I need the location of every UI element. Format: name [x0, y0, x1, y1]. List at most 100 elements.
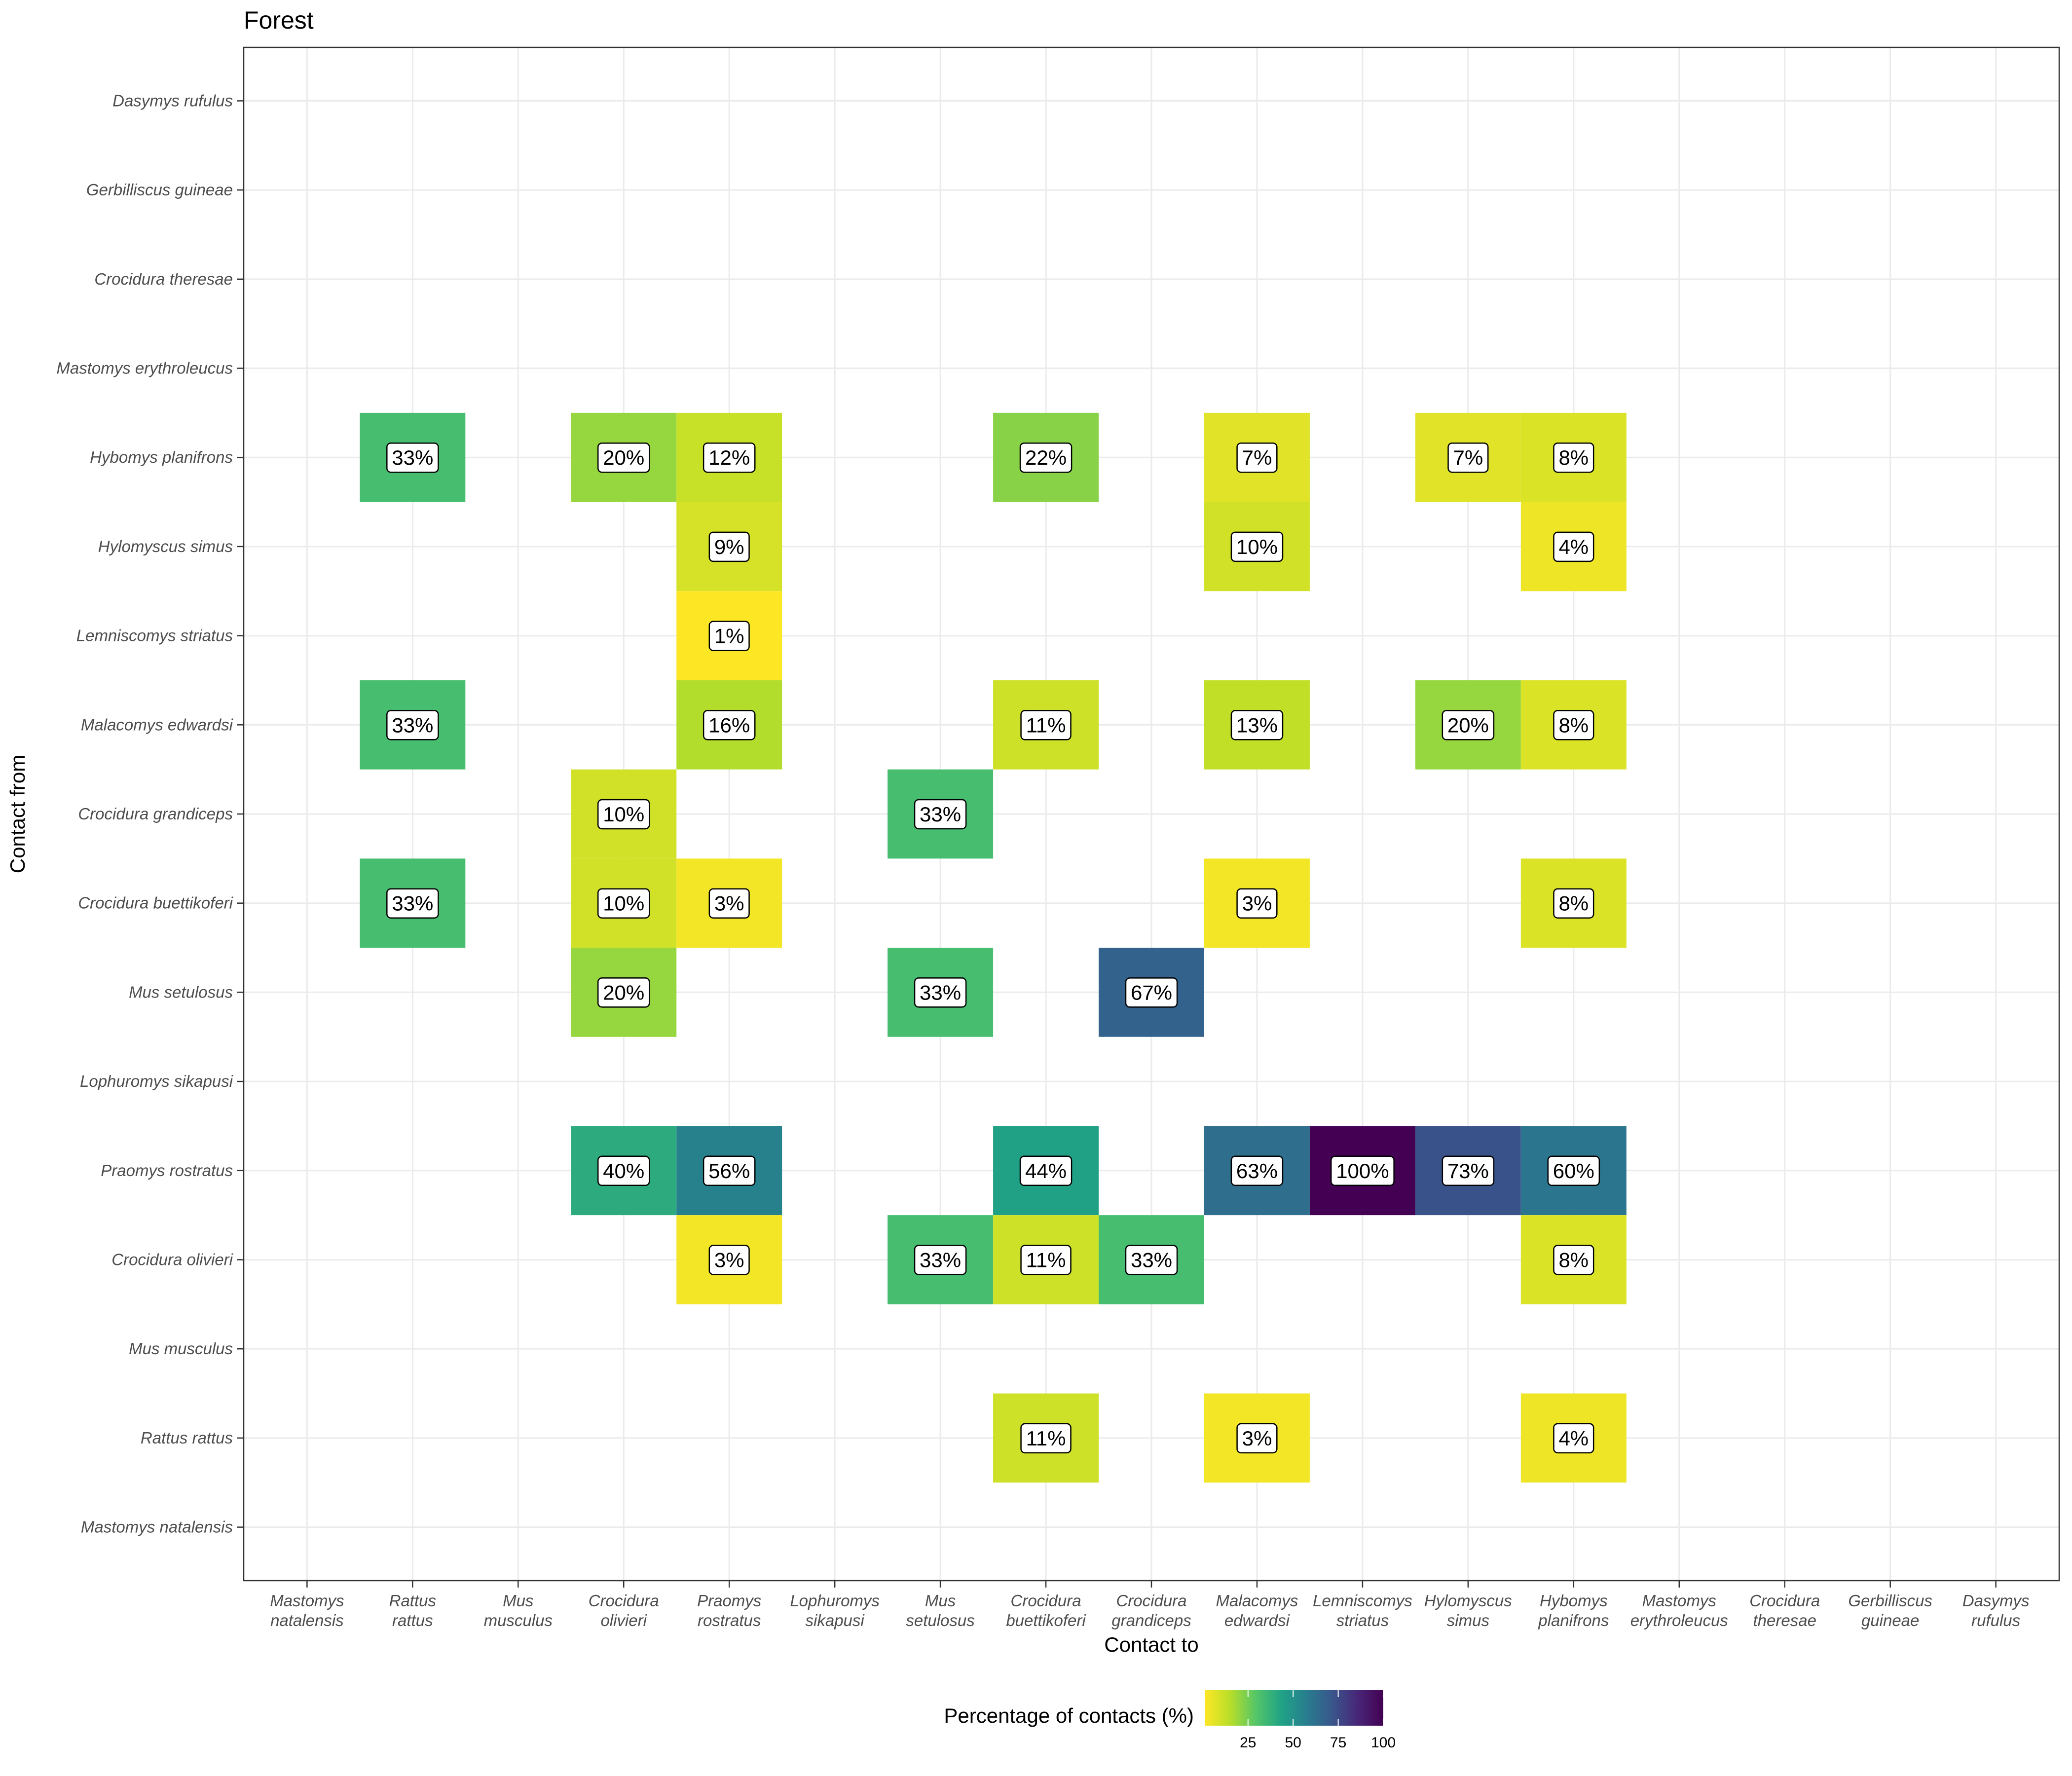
cell-label: 20% [597, 977, 650, 1008]
cell-label: 1% [708, 621, 750, 651]
cell-label-text: 20% [603, 981, 644, 1004]
cell-label-text: 16% [708, 713, 750, 737]
cell-label: 8% [1553, 710, 1594, 740]
x-tick-label: Crocidura grandiceps [1111, 1591, 1191, 1629]
cell-label-text: 40% [603, 1159, 644, 1183]
y-tick-label: Crocidura olivieri [111, 1250, 233, 1268]
x-axis-title: Contact to [1104, 1633, 1198, 1656]
y-tick-label: Dasymys rufulus [112, 91, 233, 110]
cell-label-text: 22% [1025, 446, 1067, 469]
cell-label: 67% [1125, 977, 1178, 1008]
y-axis-ticks: Dasymys rufulus Gerbilliscus guineae Croci… [56, 91, 244, 1536]
cell-label-box [1020, 1245, 1072, 1275]
cell-label: 10% [597, 888, 650, 919]
cell-label: 63% [1230, 1155, 1284, 1186]
cell-label: 33% [386, 442, 439, 473]
x-tick-label: Praomys rostratus [697, 1591, 761, 1629]
cell-label: 33% [1125, 1245, 1178, 1275]
cell-label-box [1447, 442, 1489, 473]
cell-label-box [597, 1155, 650, 1186]
cell-label-text: 3% [714, 1248, 744, 1271]
cell-label-text: 33% [392, 713, 433, 737]
cell-label: 7% [1447, 442, 1489, 473]
cell-label-text: 33% [920, 981, 961, 1004]
legend-colorbar [1205, 1690, 1383, 1726]
cell-label-text: 11% [1026, 1248, 1066, 1271]
cell-label: 33% [386, 710, 439, 740]
legend-ticks: 25 50 75 100 [1240, 1690, 1396, 1751]
cell-label-box [386, 888, 439, 919]
cell-label-box [1236, 442, 1278, 473]
cell-label-text: 3% [714, 892, 744, 915]
cell-label: 100% [1330, 1155, 1395, 1186]
cell-label-box [703, 1155, 756, 1186]
cell-label-box [1230, 1155, 1284, 1186]
y-tick-label: Mus musculus [129, 1339, 233, 1358]
cell-label: 33% [386, 888, 439, 919]
cell-label: 10% [1230, 531, 1284, 562]
cell-label-box [1442, 710, 1495, 740]
x-axis-ticks: Mastomys natalensis Rattus rattus Mus musculu… [270, 1581, 2029, 1629]
cell-label-box [1442, 1155, 1495, 1186]
x-tick-label: Crocidura buettikoferi [1006, 1591, 1086, 1629]
cell-label: 16% [703, 710, 756, 740]
cell-label-box [1553, 442, 1594, 473]
cell-label-text: 63% [1236, 1159, 1278, 1183]
cell-label-text: 13% [1236, 713, 1278, 737]
x-tick-label: Mus setulosus [906, 1591, 974, 1629]
cell-label-box [1236, 1423, 1278, 1454]
y-tick-label: Rattus rattus [141, 1429, 233, 1447]
cell-label-box [1020, 1423, 1072, 1454]
cell-label-box [1553, 1245, 1594, 1275]
cell-label: 3% [708, 1245, 750, 1275]
cell-label-text: 20% [603, 446, 644, 469]
chart-title: Forest [244, 6, 314, 34]
cell-label: 33% [914, 1245, 967, 1275]
cell-label-text: 8% [1558, 892, 1589, 915]
cell-label-box [597, 799, 650, 830]
cell-label: 20% [597, 442, 650, 473]
cell-label: 3% [708, 888, 750, 919]
cell-label: 56% [703, 1155, 756, 1186]
cell-label-box [1125, 977, 1178, 1008]
cell-label-text: 73% [1447, 1159, 1489, 1183]
cell-label-box [1553, 710, 1594, 740]
heatmap-cells [360, 412, 1627, 1483]
cell-label-text: 10% [1236, 535, 1278, 558]
cell-label-text: 3% [1242, 1427, 1272, 1450]
cell-label: 8% [1553, 1245, 1594, 1275]
x-tick-label: Crocidura olivieri [589, 1591, 659, 1629]
cell-label-box [1330, 1155, 1395, 1186]
cell-label-box [1020, 710, 1072, 740]
cell-label: 13% [1230, 710, 1284, 740]
cell-label-box [1019, 442, 1073, 473]
cell-label: 60% [1547, 1155, 1600, 1186]
cell-label: 20% [1442, 710, 1495, 740]
cell-label-text: 20% [1447, 713, 1489, 737]
x-tick-label: Hylomyscus simus [1424, 1591, 1512, 1629]
y-tick-label: Mus setulosus [129, 983, 233, 1001]
x-tick-label: Mastomys natalensis [270, 1591, 344, 1629]
cell-label: 10% [597, 799, 650, 830]
cell-label-box [1019, 1155, 1073, 1186]
y-tick-label: Crocidura grandiceps [78, 805, 233, 823]
y-axis-title: Contact from [6, 755, 29, 873]
cell-label: 12% [703, 442, 756, 473]
cell-label-text: 4% [1558, 1427, 1589, 1450]
cell-label-box [708, 888, 750, 919]
cell-label-box [597, 888, 650, 919]
cell-label-text: 10% [603, 892, 644, 915]
x-tick-label: Lophuromys sikapusi [790, 1591, 880, 1629]
cell-label-text: 33% [920, 1248, 961, 1271]
y-tick-label: Crocidura buettikoferi [78, 894, 233, 912]
cell-label-box [1553, 1423, 1594, 1454]
x-tick-label: Crocidura theresae [1749, 1591, 1820, 1629]
cell-label-box [703, 710, 756, 740]
cell-label-text: 60% [1553, 1159, 1594, 1183]
cell-label: 40% [597, 1155, 650, 1186]
cell-label-box [708, 1245, 750, 1275]
cell-label-text: 11% [1026, 1427, 1066, 1450]
cell-label: 8% [1553, 442, 1594, 473]
cell-label-text: 44% [1025, 1159, 1067, 1183]
